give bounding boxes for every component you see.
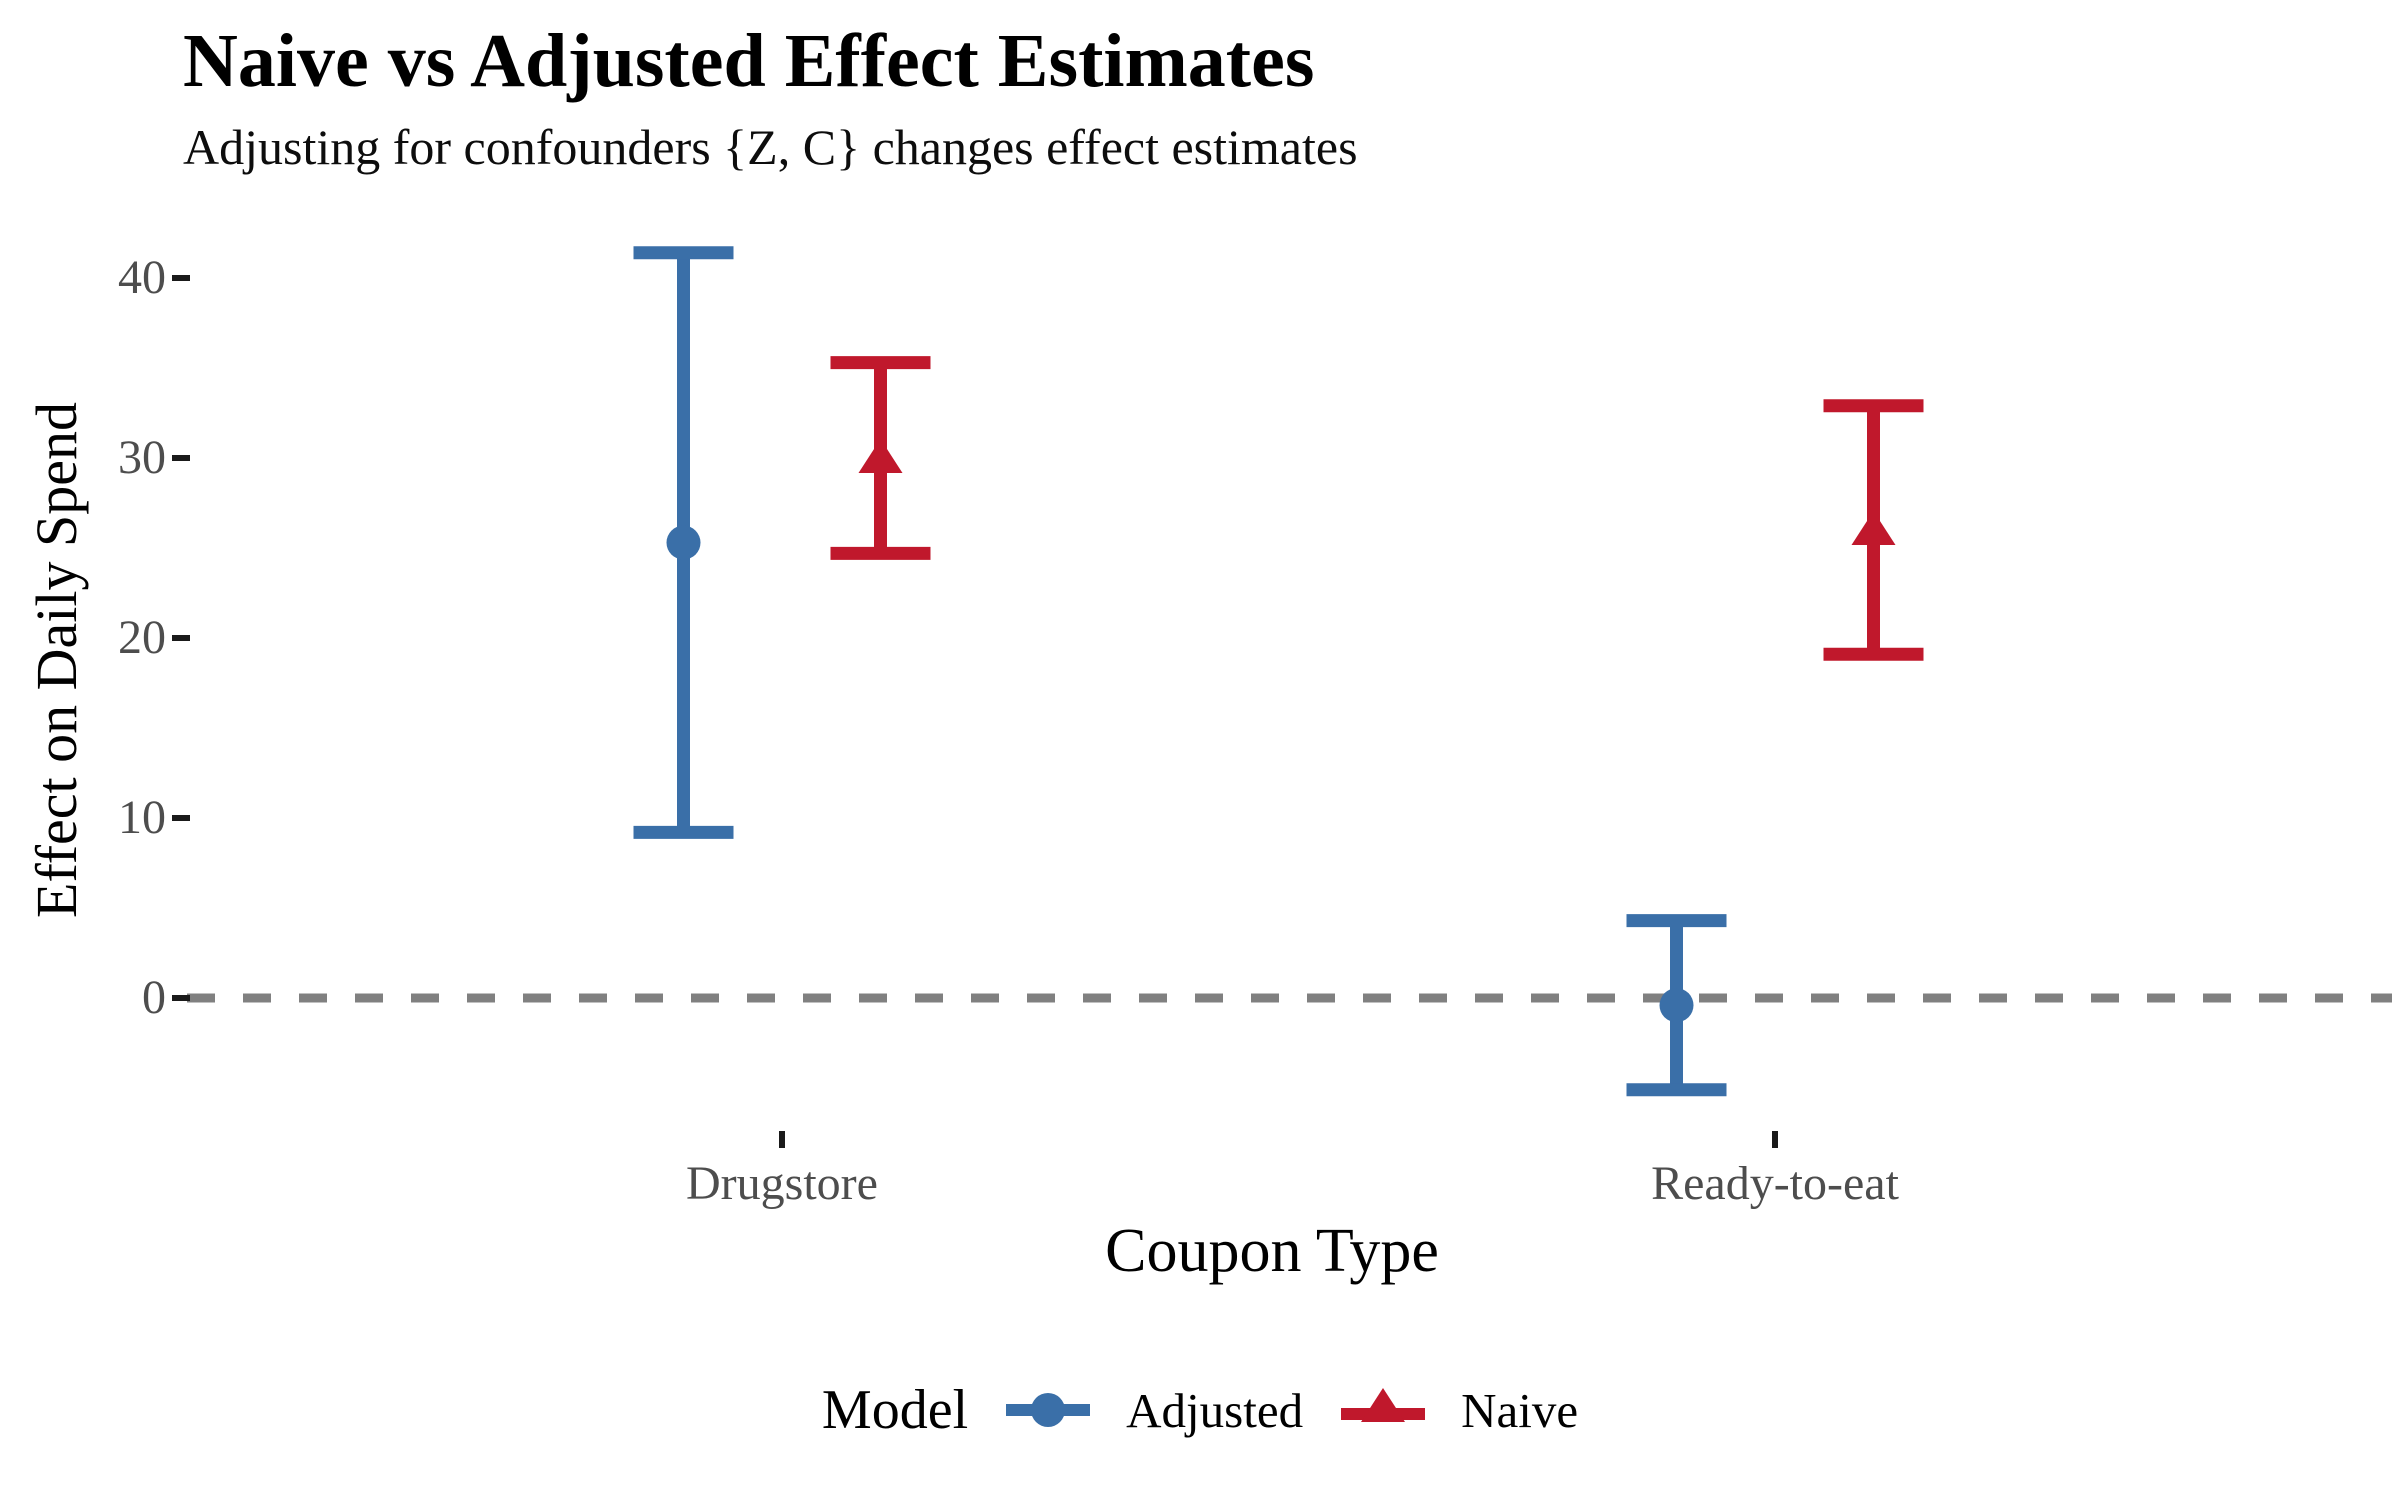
chart-subtitle: Adjusting for confounders {Z, C} changes… (183, 119, 1358, 175)
y-tick-label-10: 10 (118, 791, 166, 844)
x-tick-label-drugstore: Drugstore (686, 1157, 878, 1210)
point-marker-adjusted-drugstore (666, 525, 701, 560)
legend-item-adjusted: Adjusted (1002, 1376, 1303, 1444)
y-tick-label-0: 0 (142, 971, 166, 1024)
y-tick-label-40: 40 (118, 251, 166, 304)
x-axis-title: Coupon Type (1105, 1217, 1439, 1285)
x-tick-label-ready-to-eat: Ready-to-eat (1651, 1157, 1899, 1210)
legend-title: Model (821, 1379, 969, 1441)
y-tick-label-20: 20 (118, 611, 166, 664)
chart-title: Naive vs Adjusted Effect Estimates (183, 19, 1315, 103)
point-marker-naive-ready-to-eat (1851, 511, 1896, 545)
y-axis-title: Effect on Daily Spend (24, 402, 89, 918)
legend: Model Adjusted Naive (0, 1372, 2400, 1448)
legend-label: Naive (1461, 1382, 1579, 1438)
y-tick-label-30: 30 (118, 431, 166, 484)
legend-item-naive: Naive (1337, 1376, 1578, 1444)
circle-icon (1006, 1393, 1091, 1427)
point-marker-naive-drugstore (858, 439, 903, 473)
legend-label: Adjusted (1126, 1382, 1304, 1438)
triangle-icon (1341, 1388, 1426, 1422)
point-marker-adjusted-ready-to-eat (1659, 988, 1694, 1023)
